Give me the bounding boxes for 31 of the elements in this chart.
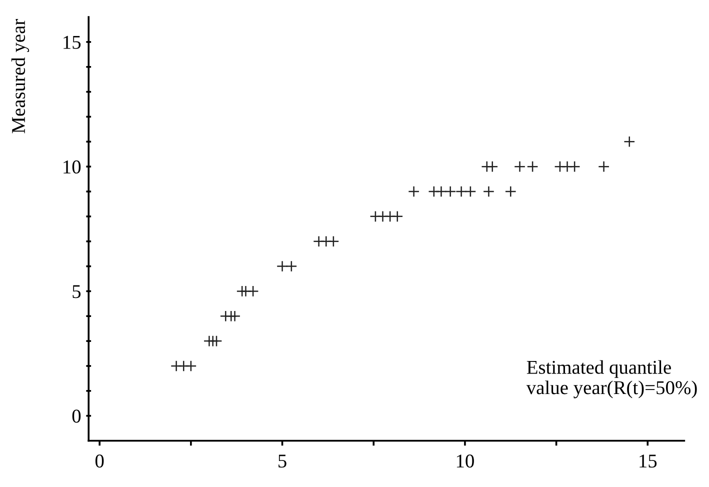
point: [526, 160, 538, 172]
x-tick-label: 5: [278, 454, 286, 468]
point: [247, 285, 259, 297]
point: [624, 136, 636, 148]
point: [598, 160, 610, 172]
y-tick-label: 10: [64, 160, 81, 174]
point: [435, 186, 447, 198]
point: [408, 186, 420, 198]
point: [185, 360, 197, 372]
point: [229, 310, 241, 322]
point: [482, 186, 494, 198]
point: [444, 186, 456, 198]
x-tick-label: 15: [640, 454, 657, 468]
point: [456, 186, 468, 198]
y-tick-label: 15: [64, 36, 81, 49]
y-tick-label: 0: [72, 410, 81, 423]
point: [328, 236, 340, 248]
y-axis-title: Measured year: [11, 19, 30, 134]
point: [464, 186, 476, 198]
point: [276, 260, 288, 272]
point: [210, 335, 222, 347]
point: [392, 210, 404, 222]
point: [486, 160, 498, 172]
point: [286, 260, 298, 272]
x-axis-title: Estimated quantile value year(R(t)=50%): [526, 360, 697, 398]
x-tick-label: 10: [456, 454, 474, 468]
x-tick-label: 0: [95, 454, 104, 468]
point: [568, 160, 580, 172]
point: [514, 160, 526, 172]
point: [504, 186, 516, 198]
y-tick-label: 5: [72, 285, 81, 298]
